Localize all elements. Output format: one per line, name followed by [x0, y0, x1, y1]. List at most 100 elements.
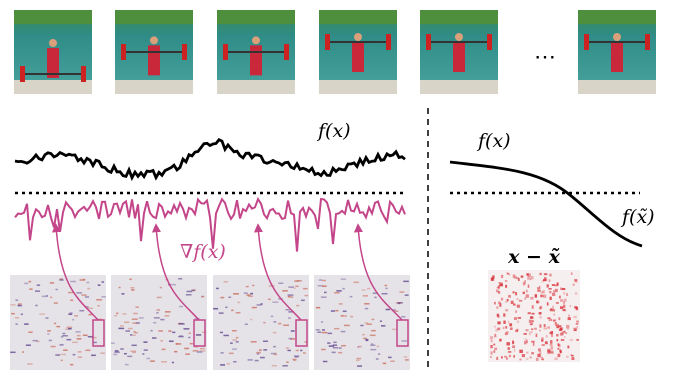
- gradient-speck: [133, 312, 138, 315]
- noise-speck: [564, 298, 567, 302]
- gradient-speck: [250, 318, 253, 321]
- floor: [319, 80, 397, 94]
- noise-speck: [490, 356, 492, 358]
- noise-speck: [513, 303, 516, 306]
- gradient-speck: [66, 326, 73, 329]
- gradient-speck: [371, 318, 375, 321]
- gradient-speck: [358, 345, 362, 348]
- noise-speck: [535, 333, 538, 338]
- gradient-speck: [130, 287, 135, 289]
- gradient-speck: [228, 352, 234, 355]
- noise-speck: [524, 280, 526, 284]
- gradient-speck: [282, 364, 288, 367]
- gradient-speck: [68, 313, 73, 316]
- noise-speck: [537, 287, 540, 290]
- noise-speck: [507, 320, 510, 324]
- noise-speck: [548, 318, 551, 322]
- gradient-speck: [60, 359, 63, 362]
- gradient-speck: [50, 345, 56, 348]
- gradient-speck: [118, 286, 121, 289]
- noise-speck: [500, 297, 504, 301]
- plate: [81, 66, 86, 82]
- gradient-speck: [172, 283, 176, 286]
- noise-speck: [553, 290, 555, 293]
- noise-speck: [563, 330, 566, 333]
- gradient-speck: [185, 353, 190, 355]
- gradient-speck: [131, 289, 135, 291]
- gradient-speck: [11, 312, 15, 315]
- noise-speck: [561, 288, 566, 291]
- noise-speck: [545, 334, 548, 338]
- noise-speck: [566, 293, 568, 297]
- noise-speck: [547, 350, 551, 354]
- gradient-speck: [366, 323, 372, 325]
- gradient-speck: [152, 337, 157, 339]
- noise-speck: [542, 290, 545, 294]
- gradient-speck: [76, 292, 82, 294]
- noise-speck: [512, 341, 515, 345]
- noise-speck: [525, 329, 529, 332]
- noise-speck: [547, 326, 551, 329]
- gradient-speck: [246, 294, 251, 296]
- gradient-speck: [168, 340, 174, 342]
- gradient-speck: [62, 332, 66, 335]
- noise-speck: [554, 321, 557, 324]
- noise-speck: [547, 348, 551, 352]
- noise-speck: [513, 355, 515, 358]
- noise-speck: [537, 289, 541, 292]
- gradient-speck: [171, 361, 175, 364]
- noise-speck: [536, 301, 541, 304]
- noise-speck: [536, 300, 539, 304]
- noise-speck: [547, 317, 551, 320]
- gradient-speck: [254, 359, 259, 362]
- gradient-speck: [385, 308, 390, 311]
- noise-speck: [552, 309, 556, 312]
- noise-speck: [544, 279, 548, 281]
- gradient-speck: [192, 289, 196, 291]
- noise-speck: [490, 344, 493, 349]
- noise-speck: [540, 294, 544, 297]
- gradient-speck: [360, 324, 364, 327]
- gradient-speck: [250, 292, 254, 295]
- noise-speck: [490, 340, 493, 343]
- gradient-speck: [364, 322, 369, 324]
- gradient-speck: [285, 347, 289, 349]
- gradient-speck: [114, 351, 120, 354]
- arrow: [353, 223, 403, 321]
- noise-speck: [560, 338, 565, 342]
- gradient-speck: [96, 299, 103, 301]
- noise-speck: [494, 333, 497, 336]
- noise-speck: [549, 290, 552, 294]
- gradient-speck: [77, 356, 83, 358]
- noise-speck: [530, 296, 534, 300]
- gradient-speck: [272, 331, 277, 334]
- gradient-speck: [328, 345, 334, 347]
- noise-speck: [520, 275, 524, 278]
- noise-speck: [535, 357, 539, 361]
- gradient-speck: [41, 295, 47, 298]
- noise-speck: [572, 283, 575, 286]
- noise-speck: [556, 325, 560, 329]
- noise-speck: [574, 292, 578, 295]
- gradient-speck: [218, 312, 224, 314]
- noise-speck: [522, 281, 526, 284]
- gradient-speck: [392, 309, 396, 311]
- noise-speck: [527, 284, 530, 288]
- gradient-speck: [138, 317, 144, 319]
- noise-speck: [550, 308, 553, 312]
- gradient-speck: [25, 344, 31, 346]
- noise-speck: [517, 277, 520, 282]
- gradient-speck: [231, 309, 234, 312]
- gradient-speck: [120, 325, 124, 327]
- gradient-speck: [53, 302, 58, 304]
- gradient-speck: [362, 333, 365, 336]
- gradient-speck: [15, 323, 18, 325]
- gradient-speck: [91, 336, 97, 339]
- gradient-speck: [403, 356, 408, 358]
- gradient-speck: [404, 359, 409, 361]
- gradient-speck: [318, 279, 323, 281]
- gradient-speck: [54, 322, 57, 325]
- noise-speck: [546, 284, 549, 288]
- noise-speck: [575, 322, 579, 325]
